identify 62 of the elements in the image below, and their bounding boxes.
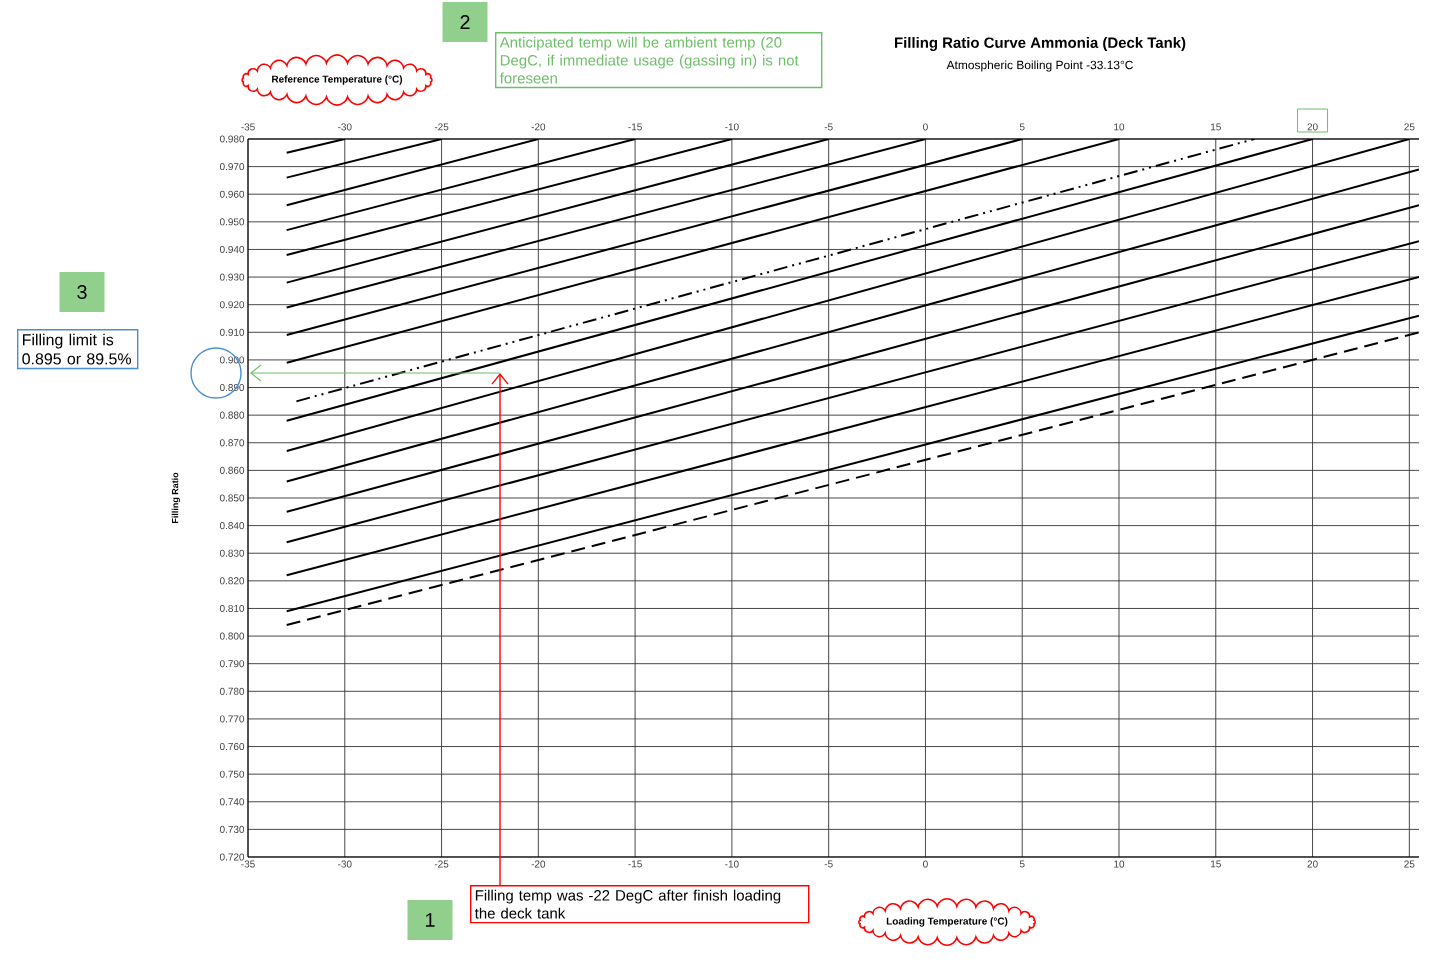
y-tick-label: 0.980 bbox=[219, 135, 245, 143]
x2-tick-label: -25 bbox=[434, 123, 449, 131]
y-tick-label: 0.820 bbox=[219, 577, 245, 585]
y-tick-label: 0.860 bbox=[219, 466, 245, 474]
text: Anticipated temp will be ambient temp (20 DegC, if immediate usage (gassing in) is not foreseen bbox=[499, 36, 799, 84]
x-tick-label: 20 bbox=[1307, 860, 1318, 868]
y-tick-label: 0.780 bbox=[219, 687, 245, 695]
x-tick-label: 0 bbox=[923, 860, 928, 868]
y-tick-label: 0.800 bbox=[219, 632, 245, 640]
chart-subtitle: Atmospheric Boiling Point -33.13°C bbox=[946, 60, 1133, 72]
y-axis-title: Filling Ratio bbox=[171, 472, 181, 524]
x2-tick-label: -10 bbox=[725, 123, 739, 131]
x-tick-label: -15 bbox=[628, 860, 642, 868]
x2-tick-label: -15 bbox=[628, 123, 642, 131]
y-tick-label: 0.790 bbox=[219, 660, 245, 668]
x2-axis-title: Reference Temperature (°C) bbox=[272, 75, 403, 85]
x-tick-label: -20 bbox=[531, 860, 546, 868]
text: Filling limit is 0.895 or 89.5% bbox=[22, 333, 131, 365]
y-tick-label: 0.920 bbox=[219, 301, 245, 309]
y-tick-label: 0.740 bbox=[219, 798, 245, 806]
chart-title: Filling Ratio Curve Ammonia (Deck Tank) bbox=[895, 36, 1186, 51]
x2-tick-label: 15 bbox=[1211, 123, 1221, 131]
x-tick-label: 25 bbox=[1404, 860, 1415, 868]
y-tick-label: 0.720 bbox=[219, 853, 245, 861]
y-tick-label: 0.930 bbox=[219, 273, 245, 281]
y-tick-label: 0.770 bbox=[219, 715, 245, 723]
y-tick-label: 0.730 bbox=[219, 825, 245, 833]
text: 1 bbox=[425, 913, 435, 927]
y-tick-label: 0.870 bbox=[219, 439, 245, 447]
x2-tick-label: 25 bbox=[1404, 123, 1415, 131]
x-tick-label: -10 bbox=[725, 860, 739, 868]
x-axis-title: Loading Temperature (°C) bbox=[886, 917, 1008, 927]
y-tick-label: 0.970 bbox=[219, 163, 245, 171]
x2-tick-label: -5 bbox=[824, 123, 833, 131]
x-tick-label: -35 bbox=[241, 860, 255, 868]
y-tick-label: 0.830 bbox=[219, 549, 245, 557]
y-tick-label: 0.960 bbox=[219, 190, 245, 198]
x2-tick-label: 5 bbox=[1019, 123, 1025, 131]
x2-tick-label: 10 bbox=[1114, 123, 1125, 131]
y-tick-label: 0.760 bbox=[219, 743, 245, 751]
x-tick-label: 5 bbox=[1019, 860, 1025, 868]
y-tick-label: 0.750 bbox=[219, 770, 245, 778]
text: 3 bbox=[77, 284, 87, 300]
x-tick-label: -25 bbox=[434, 860, 449, 868]
x2-tick-label: -30 bbox=[338, 123, 352, 131]
y-tick-label: 0.840 bbox=[219, 522, 245, 530]
y-tick-label: 0.950 bbox=[219, 218, 245, 226]
x2-tick-label: -35 bbox=[241, 123, 255, 131]
x2-tick-label: 0 bbox=[923, 123, 928, 131]
y-tick-label: 0.880 bbox=[219, 411, 245, 419]
y-tick-label: 0.810 bbox=[219, 604, 245, 612]
x-tick-label: -30 bbox=[338, 860, 352, 868]
y-tick-label: 0.940 bbox=[219, 245, 245, 253]
x-tick-label: 10 bbox=[1114, 860, 1125, 868]
x2-tick-label: -20 bbox=[531, 123, 546, 131]
x-tick-label: 15 bbox=[1211, 860, 1221, 868]
text: Filling temp was -22 DegC after finish loading the deck tank bbox=[474, 889, 781, 919]
x2-tick-label: 20 bbox=[1307, 123, 1318, 131]
x-tick-label: -5 bbox=[824, 860, 833, 868]
y-tick-label: 0.910 bbox=[219, 328, 245, 336]
text: 2 bbox=[460, 15, 470, 29]
y-tick-label: 0.850 bbox=[219, 494, 245, 502]
